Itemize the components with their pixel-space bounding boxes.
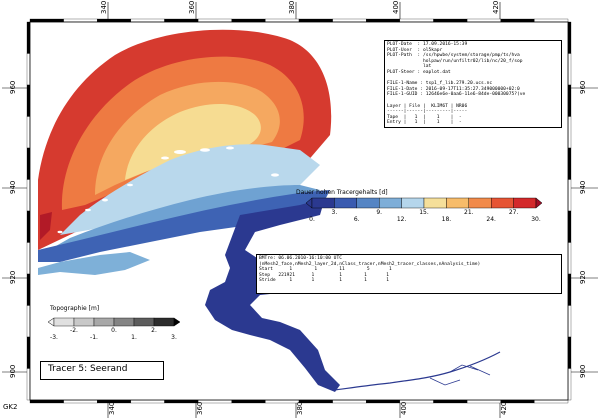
topo-colorbar-tick: 0.	[111, 327, 117, 334]
time-info-line: Step 221921 1 1 1 1	[259, 272, 389, 278]
topo-colorbar-segment	[113, 317, 135, 327]
right-tick-label: 900	[579, 365, 587, 378]
right-tick-label: 920	[579, 271, 587, 284]
tracer-colorbar-tick: 9.	[376, 209, 382, 216]
tracer-colorbar-segment	[491, 197, 514, 209]
time-info-line: Start 1 1 11 5 1	[259, 267, 392, 273]
bottom-tick-label: 360	[196, 402, 204, 415]
plot-info-line: lat	[387, 64, 432, 70]
top-tick-label: 340	[100, 1, 108, 14]
plot-info-line: PLOT-Date : 17.09.2016-15:39	[387, 42, 468, 47]
tracer-colorbar-segment	[423, 197, 447, 209]
tracer-colorbar-tick: 12.	[397, 216, 407, 223]
tracer-colorbar-tick: 21.	[464, 209, 474, 216]
topo-legend-title: Topographie [m]	[50, 305, 100, 312]
plot-info-line: holpaw/run/unfiltr02/lib/nc/20_f/sop	[387, 58, 523, 64]
topo-colorbar-tick: 3.	[171, 334, 177, 341]
topo-colorbar-segment	[93, 317, 115, 327]
tracer-field	[38, 29, 501, 392]
sea-zone-darkred	[40, 212, 52, 240]
tracer-colorbar-tick: 18.	[442, 216, 452, 223]
tracer-colorbar-segment	[334, 197, 357, 209]
plot-info-line: ------|------|---------|-----	[387, 109, 468, 115]
plot-info-line: Tape | 1 | 1 | -	[387, 114, 462, 120]
left-tick-label: 920	[9, 271, 17, 284]
tracer-colorbar-segment	[311, 197, 335, 209]
tracer-colorbar-segment	[356, 197, 380, 209]
plot-info-line: Entry | 1 | 1 | -	[387, 120, 462, 126]
tracer-colorbar-segment	[468, 197, 492, 209]
plot-info-line: FILE-1-GUID : 12646e6e-0aa6-11e6-84de-00…	[387, 92, 526, 98]
time-info-line: BMTre: 06.06.2010-16:10:00 UTC	[259, 256, 342, 261]
tracer-colorbar-tick: 6.	[354, 216, 360, 223]
topography-colorbar: -3. -2. -1. 0. 1. 2. 3.	[47, 317, 181, 341]
topo-colorbar-over	[173, 317, 181, 327]
bottom-tick-label: 380	[296, 402, 304, 415]
top-tick-label: 400	[392, 1, 400, 14]
tracer-colorbar: 0. 3. 6. 9. 12. 15. 18. 21. 24. 27. 30.	[305, 197, 543, 223]
right-tick-label: 960	[579, 81, 587, 94]
time-info-line: Stride 1 1 1 1 1	[259, 278, 389, 284]
topo-colorbar-segment	[73, 317, 95, 327]
tracer-colorbar-segment	[401, 197, 425, 209]
river-tributary	[429, 364, 491, 386]
topo-colorbar-tick: -3.	[50, 334, 58, 341]
time-info-line: (nMesh2_face,nMesh2_layer_2d,nClass_trac…	[259, 261, 481, 267]
topo-colorbar-tick: 1.	[131, 334, 137, 341]
left-tick-label: 940	[9, 181, 17, 194]
title-box	[40, 361, 164, 380]
plot-info-line: PLOT-Path : /ss/hpwbe/system/storage/pmp…	[387, 53, 520, 59]
topo-colorbar-tick: -1.	[90, 334, 98, 341]
map-title: Tracer 5: Seerand	[48, 364, 128, 374]
shallow-zone-left	[38, 252, 150, 275]
topo-colorbar-segment	[133, 317, 155, 327]
estuary-dark	[205, 198, 340, 392]
tracer-colorbar-tick: 30.	[531, 216, 541, 223]
left-tick-label: 900	[9, 365, 17, 378]
tracer-colorbar-segment	[446, 197, 469, 209]
top-tick-label: 360	[188, 1, 196, 14]
plot-info-box: PLOT-Date : 17.09.2016-15:39 PLOT-User : …	[384, 40, 562, 128]
river-channel	[334, 351, 501, 391]
tracer-colorbar-segment	[513, 197, 537, 209]
bottom-tick-label: 340	[108, 402, 116, 415]
top-tick-label: 380	[288, 1, 296, 14]
tracer-colorbar-tick: 24.	[486, 216, 496, 223]
bottom-tick-label: 400	[400, 402, 408, 415]
plot-info-line: PLOT-User : ol5kapr	[387, 47, 443, 53]
top-tick-label: 420	[492, 1, 500, 14]
sea-zone-coastal	[38, 190, 330, 262]
plot-info-line: PLOT-Steer : eaplot.dat	[387, 69, 451, 75]
tracer-colorbar-over	[535, 197, 543, 209]
sea-zone-lightblue	[60, 144, 320, 235]
plot-info-line: Layer | File | KLIM6T | NR06	[387, 103, 468, 109]
tracer-colorbar-tick: 3.	[332, 209, 338, 216]
plot-info-line: FILE-1-Date : 2016-09-17T11:35:27.349000…	[387, 86, 520, 92]
topo-colorbar-tick: -2.	[70, 327, 78, 334]
topo-colorbar-segment	[53, 317, 75, 327]
left-tick-label: 960	[9, 81, 17, 94]
tracer-colorbar-tick: 15.	[419, 209, 429, 216]
tracer-colorbar-tick: 27.	[509, 209, 519, 216]
plot-info-line: FILE-1-Name : tsp1_f_lib.279.20.ucs.nc	[387, 81, 493, 87]
time-info-box: BMTre: 06.06.2010-16:10:00 UTC (nMesh2_fa…	[256, 254, 562, 294]
sea-zone-yellow	[125, 104, 261, 180]
topo-colorbar-segment	[153, 317, 175, 327]
bottom-tick-label: 420	[500, 402, 508, 415]
projection-label: GK2	[3, 403, 18, 411]
tracer-legend-title: Dauer hohen Tracergehalts [d]	[296, 189, 388, 196]
topo-colorbar-tick: 2.	[151, 327, 157, 334]
right-tick-label: 940	[579, 181, 587, 194]
tracer-colorbar-tick: 0.	[309, 216, 315, 223]
islands	[57, 146, 279, 234]
tracer-colorbar-segment	[379, 197, 402, 209]
